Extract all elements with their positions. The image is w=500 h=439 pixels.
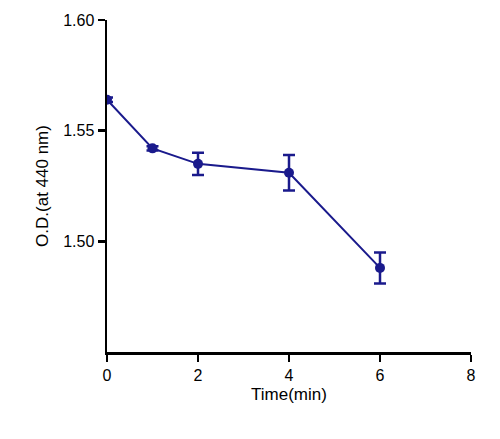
- svg-text:O.D.(at 440 nm): O.D.(at 440 nm): [33, 125, 52, 247]
- svg-text:1.50: 1.50: [63, 233, 94, 250]
- svg-text:Time(min): Time(min): [251, 385, 327, 404]
- svg-text:0: 0: [103, 367, 112, 384]
- svg-text:4: 4: [285, 367, 294, 384]
- svg-text:1.55: 1.55: [63, 122, 94, 139]
- svg-text:6: 6: [376, 367, 385, 384]
- svg-text:1.60: 1.60: [63, 12, 94, 29]
- svg-text:8: 8: [467, 367, 476, 384]
- svg-text:2: 2: [194, 367, 203, 384]
